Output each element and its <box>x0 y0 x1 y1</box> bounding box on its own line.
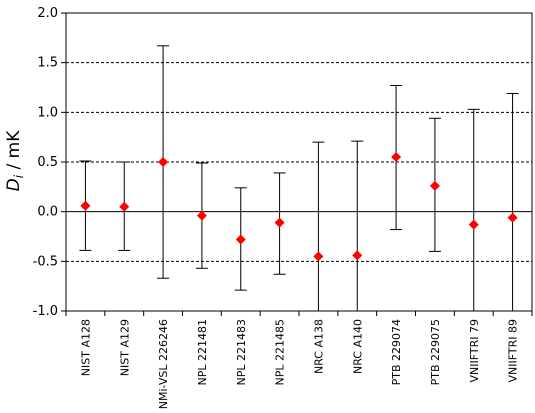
data-point-diamond <box>468 219 479 230</box>
x-category-label: NPL 221485 <box>274 319 287 385</box>
data-point-diamond <box>274 217 285 228</box>
data-point-diamond <box>196 210 207 221</box>
y-axis: -1.0 -0.5 0.0 0.5 1.0 1.5 2.0 <box>33 6 66 319</box>
y-tick-label: 0.5 <box>37 155 58 170</box>
error-bar <box>467 108 480 311</box>
x-category-label: NRC A140 <box>351 319 364 374</box>
data-point-diamond <box>352 250 363 261</box>
x-category-label: VNIIFTRI 89 <box>507 319 520 382</box>
data-point-diamond <box>313 251 324 262</box>
y-tick-label: 2.0 <box>37 6 58 21</box>
x-axis: NIST A128 NIST A129 NMi-VSL 226246 NPL 2214… <box>65 311 533 409</box>
x-category-label: NPL 221483 <box>235 319 248 385</box>
x-category-label: PTB 229074 <box>390 319 403 385</box>
data-point-diamond <box>80 200 91 211</box>
x-category-label: NIST A128 <box>79 319 92 376</box>
x-category-label: NIST A129 <box>118 319 131 376</box>
y-axis-title: Di / mK <box>4 130 26 192</box>
x-category-label: PTB 229075 <box>429 319 442 385</box>
error-bars <box>79 45 519 311</box>
data-point-diamond <box>158 157 169 167</box>
data-point-diamond <box>235 234 246 245</box>
data-point-diamond <box>507 212 518 223</box>
error-bar <box>351 140 364 311</box>
x-category-label: NPL 221481 <box>196 319 209 385</box>
x-category-label: NRC A138 <box>312 319 325 374</box>
grid-lines <box>66 62 532 262</box>
error-bar <box>506 92 519 311</box>
y-tick-label: -1.0 <box>33 304 58 319</box>
y-tick-label: 0.0 <box>37 205 58 220</box>
y-tick-label: -0.5 <box>33 254 58 269</box>
x-category-label: NMi-VSL 226246 <box>157 319 170 409</box>
error-bar <box>312 141 325 311</box>
data-points <box>80 152 518 262</box>
y-tick-label: 1.0 <box>37 105 58 120</box>
y-tick-label: 1.5 <box>37 56 58 71</box>
data-point-diamond <box>429 180 440 191</box>
data-point-diamond <box>119 201 130 212</box>
x-category-label: VNIIFTRI 79 <box>468 319 481 382</box>
data-point-diamond <box>391 152 402 163</box>
